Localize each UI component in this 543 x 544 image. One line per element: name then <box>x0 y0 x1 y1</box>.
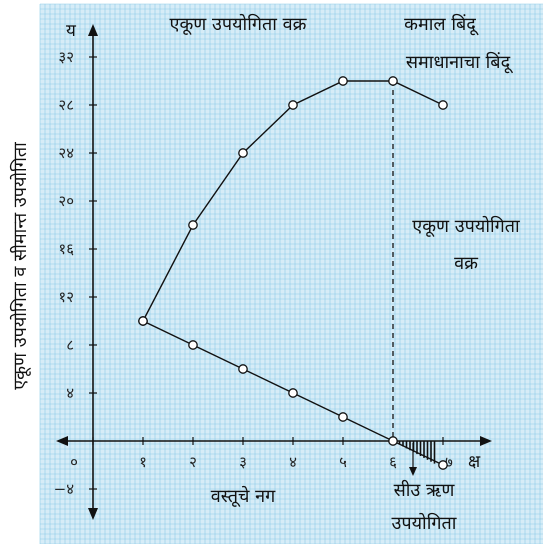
y-tick-label: २४ <box>58 144 74 162</box>
total-curve-label-line2: वक्र <box>454 253 479 274</box>
x-tick-label: ३ <box>239 453 247 471</box>
y-tick-label: २८ <box>58 96 74 114</box>
x-axis-letter: क्ष <box>468 452 481 472</box>
x-axis-arrow-right <box>480 436 492 446</box>
total-utility-point <box>338 76 348 86</box>
total-utility-point <box>438 100 448 110</box>
marginal-utility-point <box>388 436 398 446</box>
y-axis-title: एकूण उपयोगिता व सीमान्त उपयोगिता <box>9 142 31 390</box>
total-utility-point <box>288 100 298 110</box>
total-utility-point <box>188 220 198 230</box>
marginal-utility-point <box>288 388 298 398</box>
total-utility-point <box>388 76 398 86</box>
x-tick-label: १ <box>139 453 147 471</box>
max-point-label-line2: समाधानाचा बिंदू <box>406 51 514 74</box>
x-axis-arrow-left <box>56 436 68 446</box>
y-tick-label: ४ <box>66 384 74 402</box>
chart-title: एकूण उपयोगिता वक्र <box>170 13 308 35</box>
marginal-utility-point <box>438 460 448 470</box>
y-tick-label: ८ <box>66 336 74 354</box>
max-point-label-line1: कमाल बिंदू <box>404 13 479 36</box>
y-tick-label: १२ <box>58 288 74 306</box>
y-tick-label: २० <box>58 192 74 210</box>
total-utility-point <box>238 148 248 158</box>
marginal-utility-point <box>338 412 348 422</box>
y-axis-letter: य <box>66 21 77 41</box>
series <box>138 76 448 470</box>
x-tick-label: ७ <box>445 453 453 471</box>
marginal-utility-point <box>138 316 148 326</box>
x-tick-label: ४ <box>289 453 297 471</box>
negative-utility-label-line1: सीउ ऋण <box>394 479 456 501</box>
axes <box>56 24 492 520</box>
marginal-utility-point <box>188 340 198 350</box>
negative-pointer-head <box>409 467 417 476</box>
y-axis-arrow-down <box>88 508 98 520</box>
y-tick-label: १६ <box>58 240 74 258</box>
marginal-utility-point <box>238 364 248 374</box>
x-tick-label: ० <box>70 453 78 471</box>
x-tick-label: ६ <box>389 453 397 471</box>
x-tick-label: २ <box>189 453 197 471</box>
y-tick-label: −४ <box>54 480 75 498</box>
x-axis-title: वस्तूचे नग <box>211 485 276 507</box>
x-tick-label: ५ <box>339 453 347 471</box>
y-axis-arrow-up <box>88 24 98 36</box>
total-curve-label-line1: एकूण उपयोगिता <box>412 215 520 237</box>
y-tick-label: ३२ <box>58 48 74 66</box>
graph-paper-grid <box>39 3 543 544</box>
negative-utility-label-line2: उपयोगिता <box>392 512 457 534</box>
